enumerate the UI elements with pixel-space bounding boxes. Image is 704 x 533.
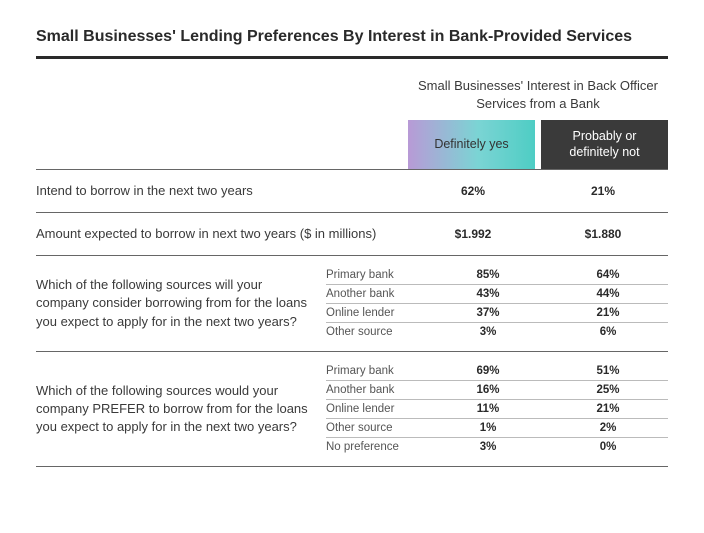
prefer-val-yes: 11% [428,403,548,415]
prefer-label: No preference [326,441,428,453]
consider-val-no: 21% [548,307,668,319]
vals-intend: 62% 21% [408,184,668,198]
prefer-vals: 69%51% [428,365,668,377]
consider-val-no: 44% [548,288,668,300]
column-header-area: Small Businesses' Interest in Back Offic… [36,77,668,169]
prefer-row: No preference3%0% [326,438,668,456]
col-header-no: Probably or definitely not [541,120,668,169]
title-rule [36,56,668,59]
row-intend: Intend to borrow in the next two years 6… [36,170,668,212]
col-headers: Definitely yes Probably or definitely no… [408,120,668,169]
prefer-val-yes: 69% [428,365,548,377]
prefer-vals: 16%25% [428,384,668,396]
prefer-val-no: 51% [548,365,668,377]
consider-val-no: 6% [548,326,668,338]
prefer-row: Online lender11%21% [326,400,668,419]
page-title: Small Businesses' Lending Preferences By… [36,28,668,46]
consider-label: Another bank [326,288,428,300]
prefer-val-no: 21% [548,403,668,415]
prefer-label: Online lender [326,403,428,415]
consider-vals: 37%21% [428,307,668,319]
consider-label: Online lender [326,307,428,319]
prefer-label: Other source [326,422,428,434]
consider-val-no: 64% [548,269,668,281]
consider-vals: 3%6% [428,326,668,338]
header-spacer [36,77,408,169]
val-intend-no: 21% [538,184,668,198]
subrows-prefer: Primary bank69%51%Another bank16%25%Onli… [326,362,668,456]
prefer-val-yes: 1% [428,422,548,434]
vals-amount: $1.992 $1.880 [408,227,668,241]
prefer-row: Other source1%2% [326,419,668,438]
section-consider: Which of the following sources will your… [36,255,668,351]
q-amount: Amount expected to borrow in next two ye… [36,225,408,243]
prefer-val-no: 2% [548,422,668,434]
consider-row: Other source3%6% [326,323,668,341]
val-amount-no: $1.880 [538,227,668,241]
section-intend: Intend to borrow in the next two years 6… [36,169,668,212]
prefer-val-yes: 16% [428,384,548,396]
col-header-yes: Definitely yes [408,120,535,169]
header-right: Small Businesses' Interest in Back Offic… [408,77,668,169]
consider-vals: 43%44% [428,288,668,300]
consider-val-yes: 3% [428,326,548,338]
section-prefer: Which of the following sources would you… [36,351,668,467]
val-intend-yes: 62% [408,184,538,198]
prefer-vals: 11%21% [428,403,668,415]
prefer-val-no: 0% [548,441,668,453]
prefer-row: Another bank16%25% [326,381,668,400]
consider-row: Another bank43%44% [326,285,668,304]
consider-label: Primary bank [326,269,428,281]
section-amount: Amount expected to borrow in next two ye… [36,212,668,255]
row-amount: Amount expected to borrow in next two ye… [36,213,668,255]
consider-row: Online lender37%21% [326,304,668,323]
prefer-vals: 3%0% [428,441,668,453]
prefer-vals: 1%2% [428,422,668,434]
q-intend: Intend to borrow in the next two years [36,182,408,200]
consider-val-yes: 85% [428,269,548,281]
q-consider: Which of the following sources will your… [36,266,326,341]
val-amount-yes: $1.992 [408,227,538,241]
prefer-val-yes: 3% [428,441,548,453]
subrows-consider: Primary bank85%64%Another bank43%44%Onli… [326,266,668,341]
multi-consider: Which of the following sources will your… [36,256,668,351]
multi-prefer: Which of the following sources would you… [36,352,668,466]
prefer-label: Another bank [326,384,428,396]
prefer-val-no: 25% [548,384,668,396]
consider-label: Other source [326,326,428,338]
consider-vals: 85%64% [428,269,668,281]
consider-val-yes: 43% [428,288,548,300]
super-header: Small Businesses' Interest in Back Offic… [408,77,668,112]
prefer-row: Primary bank69%51% [326,362,668,381]
consider-val-yes: 37% [428,307,548,319]
q-prefer: Which of the following sources would you… [36,362,326,456]
consider-row: Primary bank85%64% [326,266,668,285]
prefer-label: Primary bank [326,365,428,377]
